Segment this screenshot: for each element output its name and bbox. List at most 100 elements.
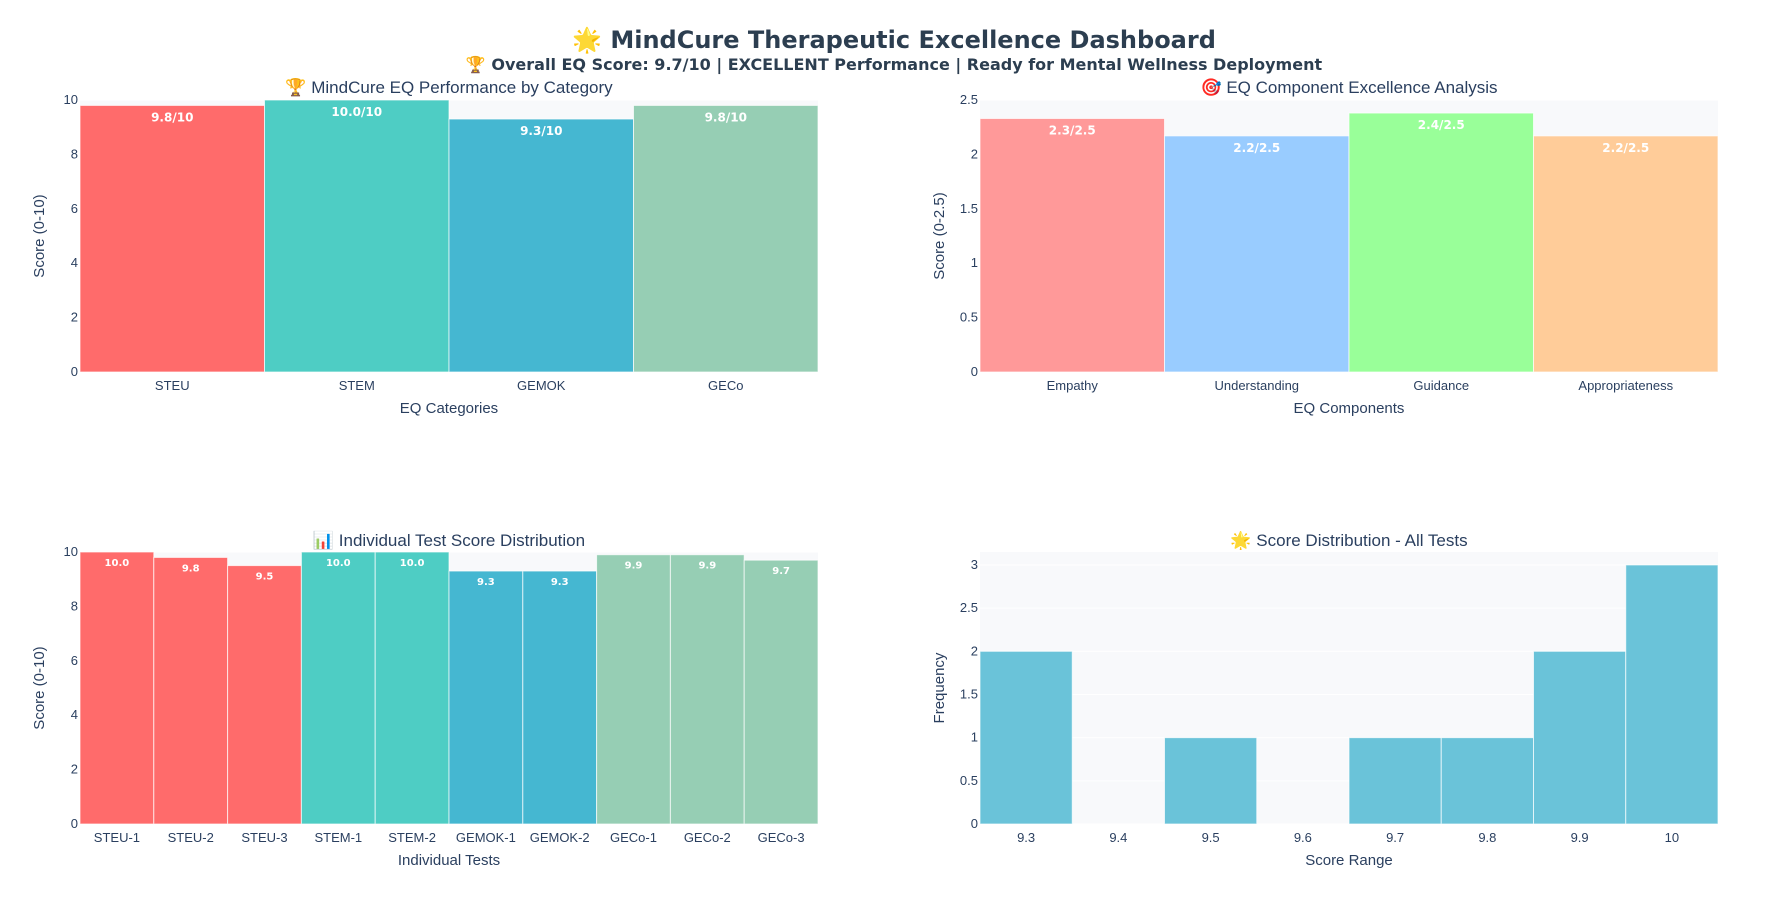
x-tick-label: 9.6 (1294, 830, 1312, 845)
y-tick-label: 8 (71, 146, 78, 161)
bar-empathy (979, 117, 1165, 373)
y-tick-label: 6 (71, 201, 78, 216)
data-label: 10.0 (326, 558, 351, 569)
y-tick-label: 1 (971, 730, 978, 745)
panel-title: 📊 Individual Test Score Distribution (313, 530, 585, 550)
y-tick-label: 2 (71, 762, 78, 777)
x-tick-label: STEM-2 (388, 830, 436, 845)
x-tick-label: STEU-3 (241, 830, 287, 845)
x-tick-label: Guidance (1413, 378, 1469, 393)
x-tick-label: 9.8 (1478, 830, 1496, 845)
bar-stem-1 (300, 551, 376, 825)
y-tick-label: 2 (971, 146, 978, 161)
data-label: 10.0 (400, 558, 425, 569)
x-tick-label: 9.7 (1386, 830, 1404, 845)
bar-geco-1 (596, 554, 671, 825)
data-label: 9.3 (477, 577, 495, 588)
x-tick-label: STEU-2 (168, 830, 214, 845)
y-tick-label: 1.5 (960, 686, 978, 701)
y-tick-label: 0.5 (960, 310, 978, 325)
bar-steu (79, 104, 265, 373)
data-label: 9.8/10 (151, 110, 193, 124)
y-tick-label: 0 (71, 816, 78, 831)
x-tick-label: GECo-2 (684, 830, 731, 845)
data-label: 9.3 (551, 577, 569, 588)
individual-test-chart: 0 2 4 6 8 10 10.0 STEU-1 9.8 STEU-2 9.5 STEU-3 10.0 S… (31, 530, 819, 869)
y-tick-label: 4 (71, 707, 78, 722)
y-tick-label: 2 (971, 643, 978, 658)
bar-gemok-1 (448, 570, 524, 825)
y-axis-title: Score (0-2.5) (931, 192, 948, 280)
x-tick-label: 10 (1665, 830, 1679, 845)
bar-understanding (1164, 135, 1350, 373)
bar-10 (1625, 564, 1719, 825)
x-tick-label: STEU-1 (94, 830, 140, 845)
bar-geco-2 (669, 554, 745, 825)
x-tick-label: GECo (708, 378, 743, 393)
data-label: 9.9 (698, 561, 716, 572)
x-tick-label: STEM-1 (314, 830, 362, 845)
data-label: 9.8 (182, 563, 200, 574)
x-tick-label: 9.4 (1109, 830, 1127, 845)
x-tick-label: GEMOK-1 (456, 830, 516, 845)
panel-title: 🎯 EQ Component Excellence Analysis (1200, 78, 1497, 97)
panel-title: 🏆 MindCure EQ Performance by Category (285, 77, 613, 97)
bar-9.5 (1164, 737, 1258, 825)
x-tick-label: Empathy (1047, 378, 1099, 393)
bar-appropriateness (1533, 135, 1719, 373)
x-tick-label: 9.3 (1017, 830, 1035, 845)
y-tick-label: 10 (64, 92, 78, 107)
data-label: 2.3/2.5 (1049, 123, 1096, 137)
bar-gemok (448, 118, 634, 373)
x-axis-title: Score Range (1305, 852, 1393, 869)
bar-geco-3 (743, 559, 819, 825)
y-tick-label: 0 (971, 364, 978, 379)
y-tick-label: 0.5 (960, 773, 978, 788)
bar-9.9 (1533, 650, 1627, 825)
x-axis-title: Individual Tests (398, 852, 500, 869)
data-label: 2.2/2.5 (1602, 141, 1649, 155)
x-tick-label: 9.5 (1202, 830, 1220, 845)
score-histogram-chart: 0 0.5 1 1.5 2 2.5 3 9.3 9.4 9.5 9.6 9.7 9.8 9.9 10 🌟 Sc… (931, 530, 1719, 869)
data-label: 10.0/10 (331, 105, 382, 119)
y-tick-label: 2.5 (960, 600, 978, 615)
y-tick-label: 10 (64, 544, 78, 559)
bar-gemok-2 (522, 570, 598, 825)
x-tick-label: STEM (339, 378, 375, 393)
bar-guidance (1348, 112, 1534, 373)
data-label: 9.3/10 (520, 124, 562, 138)
x-axis-title: EQ Categories (400, 400, 498, 417)
y-axis-title: Score (0-10) (31, 646, 48, 729)
y-tick-label: 2.5 (960, 92, 978, 107)
y-axis-title: Score (0-10) (31, 194, 48, 277)
y-tick-label: 0 (971, 816, 978, 831)
data-label: 9.9 (625, 561, 643, 572)
component-analysis-chart: 0 0.5 1 1.5 2 2.5 2.3/2.5 Empathy 2.2/2.5 Underst… (931, 78, 1719, 417)
bar-stem (264, 99, 450, 373)
data-label: 9.8/10 (705, 110, 747, 124)
bar-9.3 (979, 650, 1073, 825)
bar-steu-2 (153, 556, 229, 825)
bar-steu-3 (227, 565, 302, 825)
y-tick-label: 0 (71, 364, 78, 379)
x-tick-label: Appropriateness (1578, 378, 1673, 393)
data-label: 9.7 (772, 566, 790, 577)
y-tick-label: 3 (971, 557, 978, 572)
data-label: 2.2/2.5 (1233, 141, 1280, 155)
x-tick-label: GEMOK-2 (530, 830, 590, 845)
x-tick-label: GECo-3 (758, 830, 805, 845)
x-axis-title: EQ Components (1294, 400, 1405, 417)
y-tick-label: 2 (71, 310, 78, 325)
y-axis-title: Frequency (931, 652, 948, 723)
y-tick-label: 4 (71, 255, 78, 270)
bar-geco (633, 104, 819, 373)
bar-stem-2 (374, 551, 450, 825)
x-tick-label: GECo-1 (610, 830, 657, 845)
y-tick-label: 8 (71, 598, 78, 613)
x-tick-label: Understanding (1214, 378, 1299, 393)
dashboard-subtitle: 🏆 Overall EQ Score: 9.7/10 | EXCELLENT P… (465, 55, 1323, 74)
dashboard-title: 🌟 MindCure Therapeutic Excellence Dashbo… (572, 26, 1216, 54)
y-tick-label: 6 (71, 653, 78, 668)
bar-9.7 (1348, 737, 1442, 825)
